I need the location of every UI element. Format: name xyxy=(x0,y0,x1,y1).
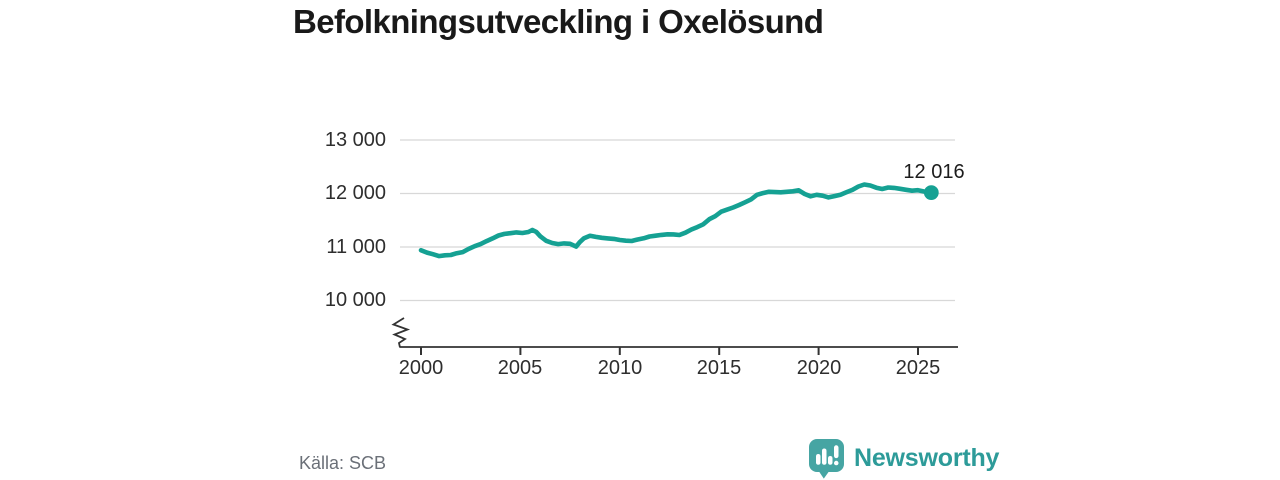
x-axis-tick-label: 2000 xyxy=(398,357,444,379)
last-value-label: 12 016 xyxy=(903,161,965,183)
y-axis-tick-label: 12 000 xyxy=(324,182,386,204)
x-axis-tick-label: 2020 xyxy=(796,357,842,379)
chart-title: Befolkningsutveckling i Oxelösund xyxy=(293,3,824,40)
newsworthy-logo-icon xyxy=(809,439,844,479)
newsworthy-logo: Newsworthy xyxy=(808,436,999,480)
y-axis-tick-label: 10 000 xyxy=(324,289,386,311)
x-axis-tick-label: 2025 xyxy=(895,357,941,379)
population-line xyxy=(418,182,934,259)
y-axis-tick-label: 11 000 xyxy=(326,236,386,258)
x-axis-tick-label: 2010 xyxy=(597,357,643,379)
last-point-marker xyxy=(923,185,939,201)
source-caption: Källa: SCB xyxy=(299,453,387,473)
y-axis-break-icon xyxy=(391,317,411,348)
x-axis-tick-label: 2005 xyxy=(497,357,543,379)
y-axis-tick-label: 13 000 xyxy=(324,129,386,151)
newsworthy-wordmark: Newsworthy xyxy=(854,443,1000,472)
x-axis-tick-label: 2015 xyxy=(696,357,742,379)
